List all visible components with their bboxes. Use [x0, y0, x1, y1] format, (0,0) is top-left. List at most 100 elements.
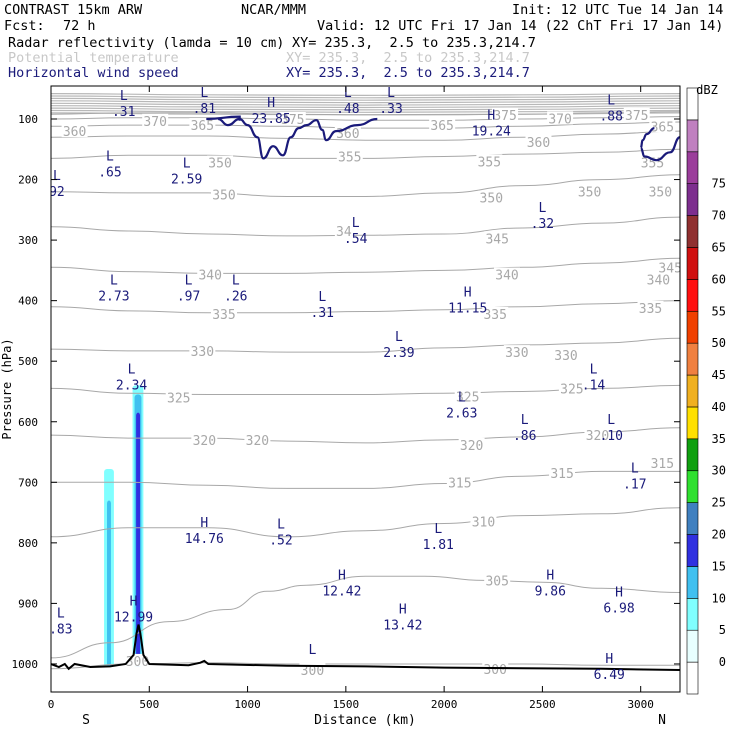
y-axis-label: Pressure (hPa) [0, 338, 14, 439]
colorbar-swatch [686, 183, 699, 216]
theta-contour [51, 575, 680, 659]
init-time: Init: 12 UTC Tue 14 Jan 14 [512, 2, 724, 18]
y-tick-label: 600 [18, 416, 38, 429]
y-tick-label: 500 [18, 355, 38, 368]
theta-label-bg [494, 267, 521, 281]
field-theta-xy: XY= 235.3, 2.5 to 235.3,214.7 [286, 50, 530, 66]
theta-label: 335 [483, 308, 506, 323]
theta-contour [51, 337, 680, 353]
wind-max-marker: H [200, 516, 208, 531]
theta-label: 355 [478, 155, 501, 170]
x-end-label-left: S [82, 713, 90, 728]
field-reflectivity-name: Radar reflectivity (lamda = 10 cm) [8, 35, 285, 51]
wind-min-marker: L [458, 390, 466, 405]
theta-label-bg [197, 267, 224, 281]
wind-min-marker: L [183, 157, 191, 172]
theta-label: 335 [639, 302, 662, 317]
theta-label: 335 [212, 308, 235, 323]
wind-extremum-value: .31 [112, 105, 135, 120]
theta-label-bg [623, 107, 650, 121]
y-tick-label: 200 [18, 174, 38, 187]
colorbar-label: 5 [719, 623, 726, 637]
theta-contour [51, 130, 680, 141]
theta-contour [51, 470, 680, 489]
y-tick-label: 300 [18, 234, 38, 247]
wind-min-marker: L [53, 169, 61, 184]
theta-label: 375 [493, 109, 516, 124]
colorbar-label: 70 [712, 209, 726, 223]
colorbar-label: 65 [712, 240, 726, 254]
wind-extremum-value: .32 [531, 217, 554, 232]
wind-extremum-value: 92 [49, 185, 65, 200]
wind-extremum-value: 6.49 [594, 668, 625, 683]
colorbar-label: 10 [712, 591, 726, 605]
theta-label-bg [492, 107, 519, 121]
theta-label: 320 [193, 434, 216, 449]
field-reflectivity-xy: XY= 235.3, 2.5 to 235.3,214.7 [292, 35, 536, 51]
theta-label: 360 [527, 136, 550, 151]
theta-contour [51, 97, 680, 101]
wind-max-marker: H [267, 96, 275, 111]
colorbar-swatch [686, 215, 699, 248]
wind-extrema: L.31L.81 H23.85L.48L.33 H19.24L.88L.65L2.5… [49, 86, 647, 683]
wind-max-marker: H [464, 286, 472, 301]
colorbar-label: 45 [712, 368, 726, 382]
colorbar-swatch [686, 87, 699, 121]
wind-min-marker: L [395, 330, 403, 345]
theta-contour [51, 216, 680, 237]
wind-min-marker: L [607, 94, 615, 109]
wind-extremum-value: .65 [98, 165, 121, 180]
axes: 100 200 300 400 500 600 700 800 900 1000 0 500 1000 1… [12, 86, 680, 711]
wind-extremum-value: 1.81 [423, 538, 454, 553]
wind-max-marker: H [615, 585, 623, 600]
x-tick-label: 3000 [627, 698, 654, 711]
theta-contour [51, 93, 680, 97]
org-label: NCAR/MMM [241, 2, 307, 18]
wind-contour [639, 127, 680, 162]
colorbar-swatch [686, 534, 699, 567]
colorbar-swatch [686, 119, 699, 153]
wind-min-marker: L [232, 274, 240, 289]
wind-extremum-value: 12.42 [322, 584, 361, 599]
colorbar-label: 0 [719, 655, 726, 669]
theta-label: 300 [301, 664, 324, 679]
wind-extremum-value: 23.85 [252, 112, 291, 127]
colorbar-swatch [686, 438, 699, 472]
colorbar-label: 25 [712, 496, 726, 510]
wind-min-marker: L [200, 86, 208, 101]
theta-label: 350 [212, 189, 235, 204]
wind-contours [206, 115, 680, 162]
plot-frame [50, 85, 681, 693]
wind-extremum-value: 2.34 [116, 379, 147, 394]
theta-label: 325 [167, 392, 190, 407]
theta-contour [51, 100, 680, 104]
theta-label: 325 [456, 390, 479, 405]
theta-label: 375 [625, 109, 648, 124]
theta-label-bg [552, 348, 579, 362]
wind-extremum-value: .88 [599, 110, 622, 125]
theta-label: 315 [550, 467, 573, 482]
wind-min-marker: L [590, 363, 598, 378]
colorbar-label: 75 [712, 177, 726, 191]
colorbar-label: 30 [712, 464, 726, 478]
wind-extremum-value: 19.24 [472, 124, 511, 139]
theta-label: 340 [647, 273, 670, 288]
wind-min-marker: L [631, 461, 639, 476]
x-tick-label: 2500 [529, 698, 556, 711]
x-tick-label: 2000 [431, 698, 458, 711]
theta-label-bg [657, 260, 680, 274]
field-wind-xy: XY= 235.3, 2.5 to 235.3,214.7 [286, 65, 530, 81]
theta-label-bg [189, 343, 216, 357]
theta-label-bg [189, 118, 216, 132]
theta-label-bg [484, 231, 511, 245]
theta-label-bg [279, 112, 306, 125]
theta-label-bg [334, 125, 361, 139]
theta-label-bg [584, 428, 611, 442]
colorbar-swatch [686, 151, 699, 184]
theta-label-bg [647, 184, 674, 198]
theta-label-bg [210, 187, 237, 201]
colorbar-label: 20 [712, 528, 726, 542]
theta-label: 330 [554, 349, 577, 364]
x-tick-label: 1000 [234, 698, 261, 711]
